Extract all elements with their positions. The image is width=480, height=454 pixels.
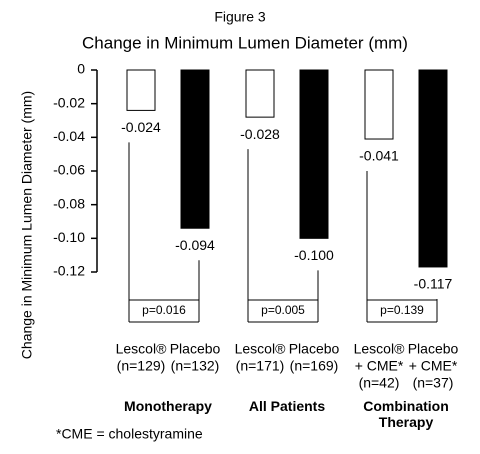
bar-label: (n=37) xyxy=(413,375,454,391)
y-tick-label: -0.04 xyxy=(53,128,85,144)
bar-label: Lescol® xyxy=(354,341,405,357)
bar-label: Lescol® xyxy=(116,341,167,357)
bar-label: Placebo xyxy=(408,341,459,357)
bar-label: Placebo xyxy=(289,341,340,357)
y-tick-label: -0.06 xyxy=(53,162,85,178)
y-axis-label: Change in Minimum Lumen Diameter (mm) xyxy=(19,91,35,359)
bar xyxy=(245,69,275,118)
bar xyxy=(180,69,210,229)
category-label: Combination Therapy xyxy=(363,398,449,430)
y-tick-label: -0.08 xyxy=(53,195,85,211)
value-label: -0.100 xyxy=(294,247,334,263)
value-label: -0.117 xyxy=(414,276,453,292)
bar-label: (n=169) xyxy=(290,358,339,374)
bar-label: (n=42) xyxy=(359,375,400,391)
value-label: -0.024 xyxy=(121,119,161,135)
bar-label: Lescol® xyxy=(235,341,286,357)
bar-label: (n=132) xyxy=(171,358,220,374)
value-label: -0.041 xyxy=(359,148,399,164)
chart-suptitle: Figure 3 xyxy=(214,9,266,25)
value-label: -0.028 xyxy=(240,126,280,142)
bar-label: + CME* xyxy=(355,358,404,374)
footnote: *CME = cholestyramine xyxy=(56,426,203,442)
bar xyxy=(299,69,329,239)
category-label: Monotherapy xyxy=(124,398,212,414)
bar-label: (n=171) xyxy=(236,358,285,374)
bar xyxy=(126,69,156,111)
chart-title: Change in Minimum Lumen Diameter (mm) xyxy=(82,33,408,52)
y-tick-label: -0.10 xyxy=(53,229,85,245)
p-value: p=0.005 xyxy=(261,303,305,317)
bar xyxy=(364,69,394,140)
value-label: -0.094 xyxy=(175,237,215,253)
y-tick-label: -0.12 xyxy=(53,263,85,279)
p-value: p=0.139 xyxy=(380,303,424,317)
y-tick-label: 0 xyxy=(77,61,85,77)
category-label: All Patients xyxy=(248,398,326,414)
bar xyxy=(418,69,448,268)
bar-label: + CME* xyxy=(409,358,458,374)
bar-label: Placebo xyxy=(170,341,221,357)
bar-label: (n=129) xyxy=(117,358,166,374)
p-value: p=0.016 xyxy=(142,303,186,317)
y-tick-label: -0.02 xyxy=(53,94,85,110)
